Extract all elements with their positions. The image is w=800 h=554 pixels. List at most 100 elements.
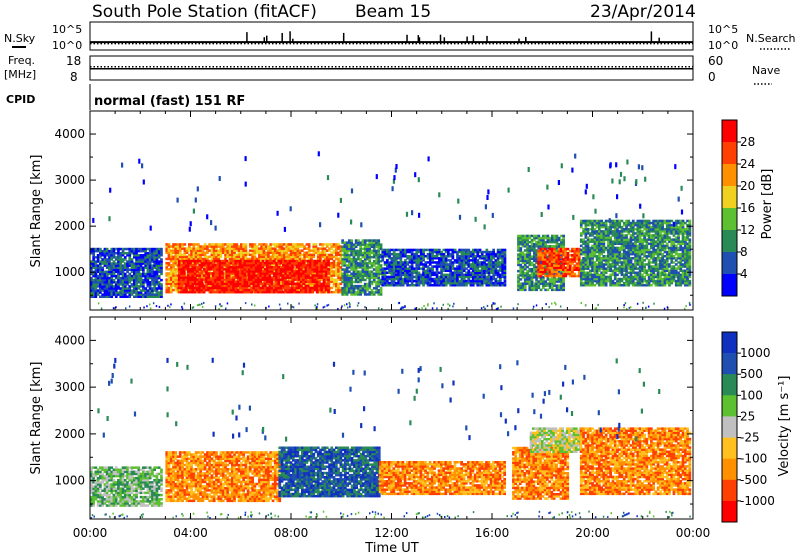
echo-cell	[422, 250, 425, 254]
echo-cell	[375, 272, 378, 275]
echo-cell	[438, 279, 441, 283]
echo-cell	[114, 262, 118, 265]
echo-cell	[126, 260, 129, 263]
echo-cell	[395, 252, 398, 256]
echo-cell	[530, 282, 534, 285]
echo-cell	[318, 268, 321, 271]
echo-cell	[263, 274, 267, 277]
echo-cell	[309, 288, 312, 292]
echo-cell	[291, 278, 294, 281]
echo-cell	[96, 249, 100, 253]
echo-cell	[232, 290, 235, 294]
echo-cell	[178, 253, 182, 257]
echo-cell	[368, 276, 372, 280]
echo-cell	[243, 272, 247, 275]
echo-cell	[388, 257, 391, 260]
echo-cell	[128, 268, 132, 271]
echo-cell	[92, 285, 95, 288]
echo-cell	[288, 272, 292, 275]
echo-cell	[313, 288, 317, 292]
echo-cell	[248, 268, 251, 271]
echo-cell	[496, 257, 500, 260]
echo-cell	[339, 282, 343, 286]
echo-cell	[431, 248, 434, 252]
echo-cell	[108, 266, 111, 269]
echo-cell	[451, 273, 455, 277]
echo-cell	[275, 270, 278, 273]
echo-cell	[406, 261, 409, 264]
echo-cell	[103, 262, 107, 265]
echo-cell	[390, 269, 394, 272]
echo-cell	[293, 261, 296, 265]
echo-cell	[485, 263, 489, 266]
echo-cell	[293, 282, 296, 286]
echo-cell	[431, 267, 434, 270]
echo-cell	[206, 251, 209, 254]
echo-cell	[205, 261, 208, 265]
echo-cell	[96, 274, 100, 278]
echo-cell	[523, 238, 527, 242]
echo-cell	[243, 261, 247, 265]
echo-cell	[239, 280, 242, 283]
echo-cell	[523, 288, 527, 292]
echo-cell	[259, 268, 262, 271]
echo-cell	[267, 249, 270, 252]
echo-cell	[155, 272, 159, 276]
echo-cell	[180, 280, 183, 283]
echo-cell	[503, 273, 507, 277]
echo-cell	[456, 265, 459, 268]
echo-cell	[539, 259, 543, 263]
echo-cell	[133, 254, 136, 257]
echo-cell	[146, 258, 150, 261]
echo-cell	[160, 295, 163, 298]
echo-cell	[523, 280, 527, 283]
echo-cell	[330, 268, 334, 271]
echo-cell	[229, 286, 233, 290]
echo-cell	[291, 268, 294, 271]
echo-cell	[200, 286, 204, 290]
echo-cell	[208, 284, 211, 288]
echo-cell	[207, 261, 210, 265]
echo-cell	[350, 257, 353, 261]
echo-cell	[126, 295, 129, 298]
echo-cell	[451, 279, 455, 283]
echo-cell	[313, 286, 317, 290]
echo-cell	[399, 267, 403, 270]
echo-cell	[438, 252, 441, 256]
echo-cell	[337, 253, 340, 257]
echo-cell	[180, 282, 183, 286]
echo-cell	[112, 249, 116, 253]
echo-cell	[499, 250, 502, 254]
echo-cell	[177, 259, 181, 263]
echo-cell	[167, 245, 171, 248]
echo-cell	[300, 276, 303, 279]
echo-cell	[388, 252, 391, 256]
echo-cell	[458, 273, 461, 277]
echo-cell	[169, 274, 173, 277]
echo-cell	[424, 248, 428, 252]
echo-cell	[263, 288, 267, 292]
echo-cell	[119, 256, 123, 259]
echo-cell	[119, 281, 123, 284]
echo-cell	[135, 291, 138, 294]
echo-cell	[182, 288, 186, 292]
echo-cell	[201, 276, 205, 279]
echo-cell	[153, 258, 156, 261]
echo-cell	[114, 293, 118, 296]
echo-cell	[139, 264, 143, 267]
echo-cell	[341, 274, 344, 277]
echo-cell	[155, 274, 159, 278]
echo-cell	[311, 259, 315, 263]
echo-cell	[197, 253, 200, 257]
echo-cell	[289, 257, 293, 261]
echo-cell	[438, 259, 441, 262]
echo-cell	[526, 272, 529, 275]
echo-cell	[229, 259, 233, 263]
echo-cell	[224, 255, 227, 259]
echo-cell	[483, 265, 486, 268]
echo-cell	[160, 266, 163, 269]
echo-cell	[193, 290, 197, 294]
echo-cell	[296, 280, 300, 283]
echo-cell	[130, 268, 134, 271]
echo-cell	[198, 288, 201, 292]
